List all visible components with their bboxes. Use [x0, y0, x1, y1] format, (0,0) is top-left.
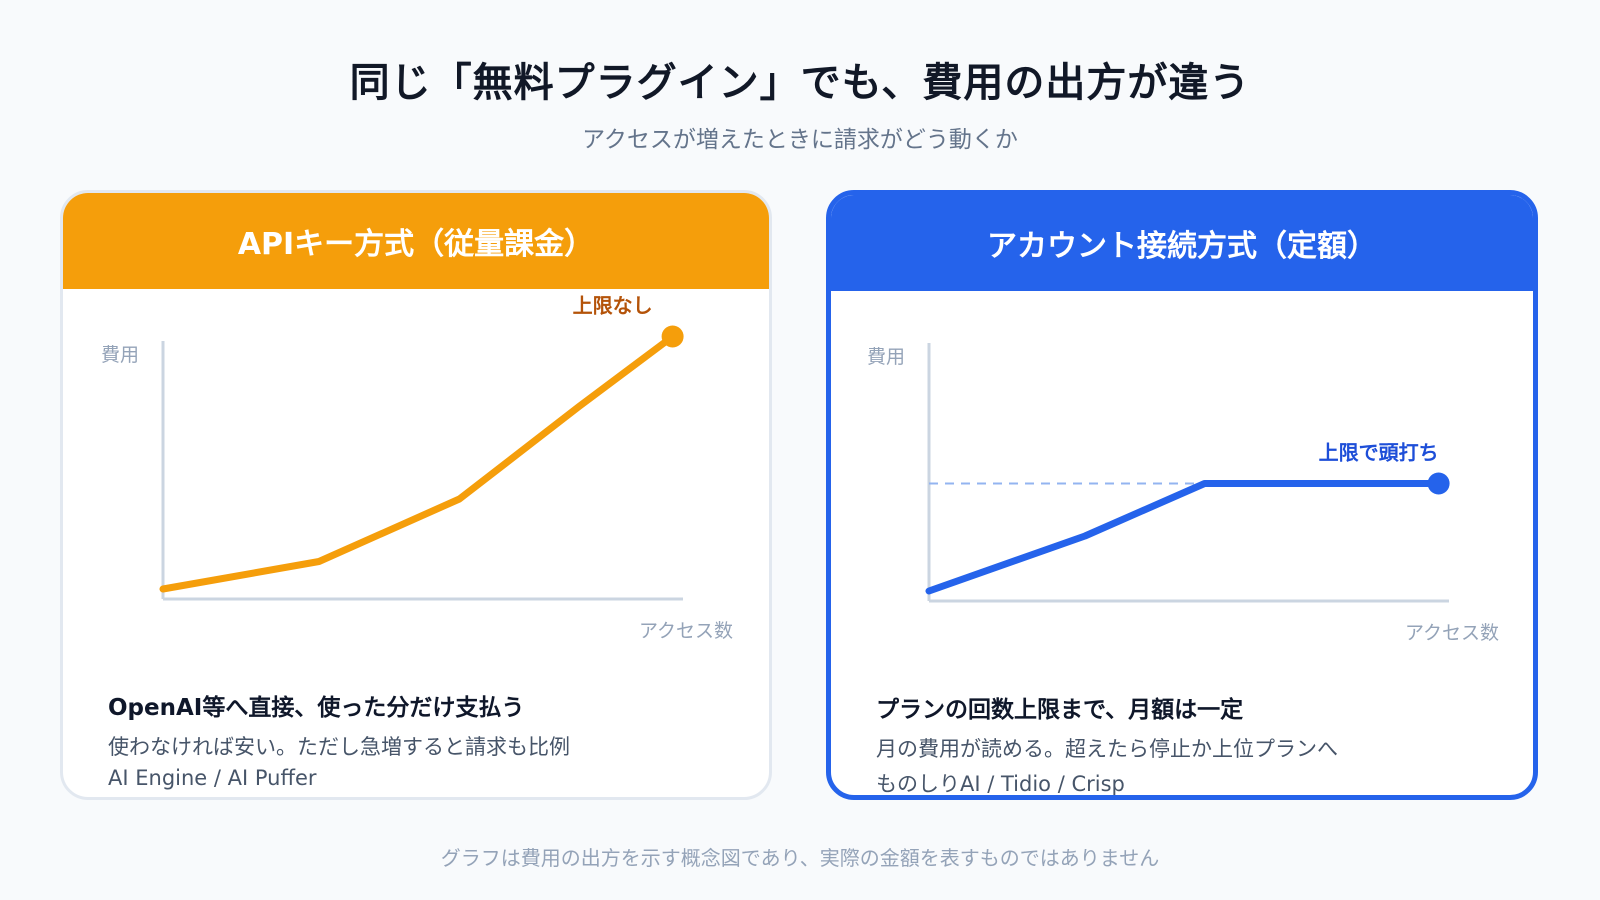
page-subtitle: アクセスが増えたときに請求がどう動くか — [582, 127, 1018, 153]
account-card-products: ものしりAI / Tidio / Crisp — [876, 772, 1125, 796]
api-key-card-heading: OpenAI等へ直接、使った分だけ支払う — [108, 695, 525, 721]
api-key-card-products: AI Engine / AI Puffer — [108, 766, 317, 790]
annotation-no-limit: 上限なし — [573, 294, 653, 318]
api-key-card-description: 使わなければ安い。ただし急増すると請求も比例 — [108, 735, 570, 759]
cost-line — [925, 480, 1443, 595]
api-cost-chart: 費用 アクセス数 上限なし — [101, 294, 733, 643]
y-axis-label: 費用 — [101, 344, 139, 366]
page-title: 同じ「無料プラグイン」でも、費用の出方が違う — [349, 60, 1251, 106]
api-key-card: APIキー方式（従量課金） 費用 アクセス数 上限なし OpenAI等へ直接、使… — [60, 190, 772, 800]
account-cost-chart: 費用 アクセス数 上限で頭打ち — [867, 343, 1499, 644]
cost-line — [159, 333, 677, 593]
y-axis-label: 費用 — [867, 346, 905, 368]
api-key-card-header: APIキー方式（従量課金） — [63, 193, 769, 289]
end-point — [1427, 472, 1450, 495]
annotation-capped: 上限で頭打ち — [1319, 441, 1439, 465]
account-card-header: アカウント接続方式（定額） — [831, 195, 1533, 291]
account-card-description: 月の費用が読める。超えたら停止か上位プランへ — [876, 737, 1338, 761]
x-axis-label: アクセス数 — [1405, 622, 1499, 644]
account-card-heading: プランの回数上限まで、月額は一定 — [876, 697, 1244, 723]
x-axis-label: アクセス数 — [639, 620, 733, 642]
account-card: アカウント接続方式（定額） 費用 アクセス数 上限で頭打ち プランの回数上限まで… — [826, 190, 1538, 800]
end-point — [661, 325, 684, 348]
footnote: グラフは費用の出方を示す概念図であり、実際の金額を表すものではありません — [440, 846, 1160, 870]
